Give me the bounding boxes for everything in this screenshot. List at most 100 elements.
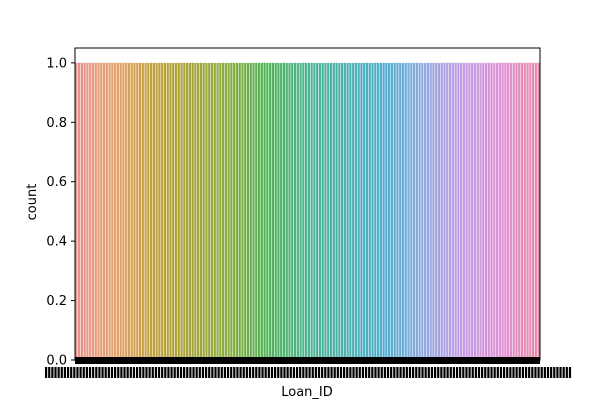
bar xyxy=(246,62,250,361)
bar xyxy=(197,62,200,361)
x-tick-label-glyph xyxy=(151,367,154,378)
bar xyxy=(263,62,266,361)
x-tick-label-glyph xyxy=(449,367,452,378)
bar xyxy=(252,62,255,361)
x-tick-label-glyph xyxy=(192,367,195,378)
bar xyxy=(83,62,86,361)
bar xyxy=(482,62,485,361)
bar xyxy=(125,62,128,361)
x-tick-label-glyph xyxy=(430,367,434,378)
x-tick-label-glyph xyxy=(299,367,302,378)
bar xyxy=(495,62,499,361)
bar xyxy=(78,62,81,361)
bar xyxy=(244,62,247,361)
x-tick-label-glyph xyxy=(477,367,481,378)
bar xyxy=(114,62,117,361)
x-tick-label-glyph xyxy=(343,367,346,378)
x-tick-label-glyph xyxy=(230,367,233,378)
bar xyxy=(191,62,194,361)
bar xyxy=(130,62,133,361)
bar xyxy=(105,62,108,361)
x-tick-label-glyph xyxy=(471,367,474,378)
x-tick-label-glyph xyxy=(540,367,543,378)
x-tick-label-glyph xyxy=(280,367,283,378)
x-tick-label-glyph xyxy=(57,367,60,378)
x-tick-label-glyph xyxy=(371,367,374,378)
x-tick-label-glyph xyxy=(154,367,157,378)
x-tick-label-glyph xyxy=(170,367,173,378)
bar xyxy=(526,62,529,361)
bar xyxy=(152,62,155,361)
bar xyxy=(490,62,493,361)
bar xyxy=(465,62,468,361)
bar xyxy=(313,62,316,361)
bar xyxy=(460,62,463,361)
x-tick-label-glyph xyxy=(546,367,550,378)
x-tick-label-glyph xyxy=(107,367,110,378)
x-tick-label-glyph xyxy=(273,367,277,378)
bar xyxy=(435,62,438,361)
x-tick-label-glyph xyxy=(481,367,484,378)
bar xyxy=(426,62,429,361)
bar xyxy=(122,62,125,361)
x-tick-label-glyph xyxy=(239,367,242,378)
bar xyxy=(205,62,208,361)
bar xyxy=(158,62,161,361)
x-tick-label-glyph xyxy=(524,367,528,378)
bar xyxy=(144,62,147,361)
y-tick-label: 0.0 xyxy=(46,354,67,369)
bar xyxy=(471,62,474,361)
bar xyxy=(238,62,241,361)
x-tick-label-glyph xyxy=(424,367,427,378)
bar xyxy=(451,62,454,361)
bar xyxy=(216,62,219,361)
bar xyxy=(91,62,95,361)
bar xyxy=(166,62,169,361)
bar xyxy=(102,62,106,361)
bar xyxy=(138,62,142,361)
bar xyxy=(354,62,358,361)
bar xyxy=(310,62,313,361)
bar xyxy=(501,62,504,361)
bar xyxy=(307,62,310,361)
x-tick-label-glyph xyxy=(173,367,176,378)
x-tick-label-glyph xyxy=(233,367,236,378)
x-tick-label-glyph xyxy=(408,367,412,378)
bar xyxy=(338,62,341,361)
bar xyxy=(116,62,119,361)
bar xyxy=(318,62,322,361)
bar xyxy=(89,62,92,361)
bar xyxy=(327,62,330,361)
bar xyxy=(462,62,465,361)
x-tick-label-glyph xyxy=(98,367,101,378)
bar xyxy=(534,62,537,361)
bar xyxy=(349,62,352,361)
bar xyxy=(260,62,263,361)
bar xyxy=(518,62,521,361)
bar xyxy=(221,62,225,361)
x-tick-label-glyph xyxy=(446,367,449,378)
bar xyxy=(277,62,280,361)
bar xyxy=(324,62,327,361)
bar xyxy=(432,62,435,361)
bar xyxy=(241,62,244,361)
bar xyxy=(443,62,446,361)
x-tick-label-glyph xyxy=(142,367,145,378)
bar xyxy=(329,62,333,361)
plot-frame xyxy=(74,47,541,361)
bar xyxy=(440,62,443,361)
bar xyxy=(454,62,457,361)
x-tick-label-glyph xyxy=(220,367,223,378)
x-tick-label-glyph xyxy=(399,367,402,378)
bar xyxy=(257,62,261,361)
bar xyxy=(210,62,214,361)
bar xyxy=(119,62,122,361)
bar xyxy=(316,62,319,361)
x-tick-label-glyph xyxy=(534,367,537,378)
x-tick-label-glyph xyxy=(415,367,418,378)
x-tick-label-glyph xyxy=(509,367,512,378)
y-tick-label: 0.6 xyxy=(46,175,67,190)
x-tick-label-glyph xyxy=(79,367,82,378)
bar xyxy=(100,62,103,361)
